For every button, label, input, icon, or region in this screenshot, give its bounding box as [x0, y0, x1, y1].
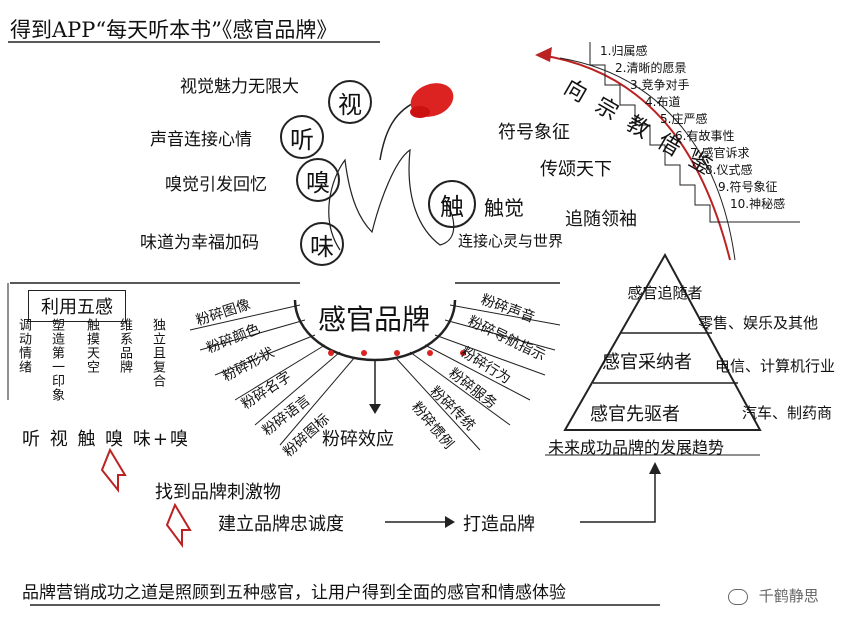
footer-summary: 品牌营销成功之道是照顾到五种感官，让用户得到全面的感官和情感体验 — [22, 583, 566, 603]
use-five-title: 利用五感 — [28, 290, 126, 322]
sense-char-hearing: 听 — [280, 115, 324, 159]
center-dots — [326, 342, 467, 361]
flow-step-2: 建立品牌忠诚度 — [218, 514, 344, 535]
sense-phrase-taste: 味道为幸福加码 — [140, 233, 259, 253]
smash-effect: 粉碎效应 — [322, 429, 394, 450]
use-five-senses: 听 视 触 嗅 味+嗅 — [22, 429, 190, 450]
red-dot — [394, 349, 401, 356]
touch-label: 触觉 — [484, 196, 524, 220]
religion-item: 3.竞争对手 — [630, 78, 690, 92]
use-five-col: 塑造第一印象 — [49, 318, 64, 402]
use-five-col: 调动情绪 — [16, 318, 31, 374]
use-five-col: 维系品牌 — [117, 318, 132, 374]
pyramid-industry-bottom: 汽车、制药商 — [742, 404, 833, 422]
religion-item: 7.感官诉求 — [690, 146, 750, 160]
religion-side-label: 传颂天下 — [540, 159, 612, 180]
religion-item: 5.庄严感 — [660, 112, 708, 126]
religion-item: 2.清晰的愿景 — [615, 61, 687, 75]
religion-list: 1.归属感 2.清晰的愿景 3.竞争对手 4.布道 5.庄严感 6.有故事性 7… — [600, 43, 785, 213]
flow-step-3: 打造品牌 — [463, 514, 535, 535]
religion-item: 1.归属感 — [600, 44, 648, 58]
pyramid-level-mid: 感官采纳者 — [602, 352, 692, 373]
sense-char-sight: 视 — [328, 80, 372, 124]
sense-phrase-hearing: 声音连接心情 — [150, 130, 252, 150]
pyramid-industry-mid: 电信、计算机行业 — [715, 357, 836, 375]
religion-item: 10.神秘感 — [730, 197, 786, 211]
religion-item: 8.仪式感 — [705, 163, 753, 177]
watermark: 千鹤静思 — [728, 585, 819, 606]
pyramid-level-top: 感官追随者 — [627, 284, 703, 302]
center-title: 感官品牌 — [318, 303, 431, 336]
page-title: 得到APP“每天听本书”《感官品牌》 — [10, 18, 338, 42]
use-five-col: 触摸天空 — [84, 318, 99, 374]
flow-step-1: 找到品牌刺激物 — [155, 482, 281, 503]
religion-side-label: 追随领袖 — [565, 209, 637, 230]
touch-sub: 连接心灵与世界 — [458, 232, 564, 250]
sense-char-taste: 味 — [300, 222, 344, 266]
religion-item: 9.符号象征 — [718, 180, 778, 194]
religion-item: 4.布道 — [645, 95, 681, 109]
red-dot — [328, 349, 334, 356]
red-dot — [361, 349, 368, 356]
pyramid-caption: 未来成功品牌的发展趋势 — [548, 438, 725, 457]
pyramid-industry-top: 零售、娱乐及其他 — [698, 314, 819, 332]
religion-side-label: 符号象征 — [498, 122, 570, 143]
red-dot — [460, 349, 467, 356]
sense-char-smell: 嗅 — [296, 158, 340, 202]
sense-phrase-smell: 嗅觉引发回忆 — [165, 175, 267, 195]
sense-char-touch: 触 — [428, 180, 476, 228]
pyramid-level-bottom: 感官先驱者 — [590, 404, 680, 425]
use-five-col: 独立且复合 — [150, 318, 165, 388]
watermark-text: 千鹤静思 — [758, 587, 819, 605]
wechat-icon — [728, 588, 748, 605]
sense-phrase-sight: 视觉魅力无限大 — [180, 77, 299, 97]
red-dot — [427, 349, 434, 356]
religion-item: 6.有故事性 — [675, 129, 735, 143]
